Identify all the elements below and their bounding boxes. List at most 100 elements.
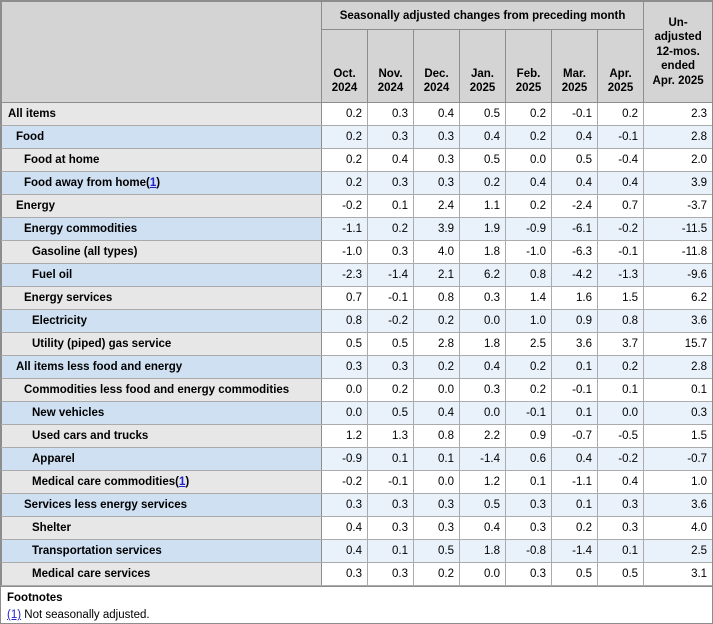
value-cell: 1.2 [459, 470, 506, 494]
yearly-value-cell: 2.3 [643, 102, 712, 126]
footnote-link[interactable]: (1) [7, 609, 22, 621]
row-label: Commodities less food and energy commodi… [1, 378, 322, 402]
value-cell: 0.2 [505, 125, 552, 149]
value-cell: 0.4 [413, 401, 460, 425]
table-row: Transportation services 0.4 0.1 0.5 1.8 -0.8-… [1, 539, 712, 563]
value-cell: 0.0 [413, 470, 460, 494]
yearly-value-cell: -11.5 [643, 217, 712, 241]
value-cell: -0.1 [551, 102, 598, 126]
month-column-header: Jan. 2025 [459, 29, 506, 103]
value-cell: 3.9 [413, 217, 460, 241]
value-cell: 1.3 [367, 424, 414, 448]
value-cell: 0.3 [321, 355, 368, 379]
value-cell: 0.2 [321, 102, 368, 126]
value-cell: 0.2 [321, 171, 368, 195]
value-cell: 0.1 [596, 539, 645, 563]
yearly-value-cell: 1.0 [643, 470, 712, 494]
row-label: Used cars and trucks [1, 424, 322, 448]
value-cell: 0.1 [367, 194, 414, 218]
yearly-value-cell: -3.7 [643, 194, 712, 218]
value-cell: 0.3 [505, 562, 552, 586]
footnote-items: (1) Not seasonally adjusted. [7, 607, 706, 623]
month-column-header: Nov. 2024 [367, 29, 414, 103]
footnote-link[interactable]: 1 [149, 177, 157, 189]
table-header: Seasonally adjusted changes from precedi… [1, 1, 712, 103]
yearly-value-cell: -11.8 [643, 240, 712, 264]
table-row: Services less energy services 0.3 0.3 0.3 0.… [1, 493, 712, 517]
row-label: Energy commodities [1, 217, 322, 241]
value-cell: 0.0 [596, 401, 645, 425]
value-cell: 0.2 [505, 378, 552, 402]
value-cell: 0.3 [367, 516, 414, 540]
value-cell: 0.3 [367, 355, 414, 379]
value-cell: 0.4 [551, 447, 598, 471]
row-label: Apparel [1, 447, 322, 471]
value-cell: 0.4 [459, 125, 506, 149]
row-label: Electricity [1, 309, 322, 333]
table-row: Energy commodities -1.1 0.2 3.9 1.9 -0.9 -6.1-… [1, 217, 712, 241]
yearly-value-cell: 2.8 [643, 125, 712, 149]
value-cell: -0.9 [505, 217, 552, 241]
value-cell: 0.2 [413, 355, 460, 379]
yearly-value-cell: 2.8 [643, 355, 712, 379]
value-cell: 0.3 [367, 493, 414, 517]
value-cell: 0.1 [505, 470, 552, 494]
row-label: Shelter [1, 516, 322, 540]
value-cell: -4.2 [551, 263, 598, 287]
value-cell: 0.1 [551, 493, 598, 517]
table-body: All items 0.2 0.3 0.4 0.5 0.2 -0.1 0.2 2.3 Food 0.… [1, 102, 712, 586]
table-row: Energy services 0.7 -0.1 0.8 0.3 1.4 1.6 1.5 6.2 [1, 286, 712, 310]
footnote-link[interactable]: 1 [179, 476, 186, 488]
value-cell: 0.4 [596, 171, 645, 195]
value-cell: 0.0 [321, 401, 368, 425]
value-cell: -2.3 [321, 263, 368, 287]
value-cell: 2.5 [505, 332, 552, 356]
row-label: Medical care commodities(1) [1, 470, 322, 494]
value-cell: -0.1 [596, 240, 645, 264]
value-cell: 0.2 [321, 148, 368, 172]
yearly-value-cell: -0.7 [643, 447, 712, 471]
value-cell: -0.2 [596, 217, 645, 241]
value-cell: 0.1 [551, 401, 598, 425]
value-cell: 1.9 [459, 217, 506, 241]
value-cell: 2.8 [413, 332, 460, 356]
table-row: All items 0.2 0.3 0.4 0.5 0.2 -0.1 0.2 2.3 [1, 102, 712, 126]
cpi-data-table: Seasonally adjusted changes from precedi… [1, 1, 712, 586]
table-row: Used cars and trucks 1.2 1.3 0.8 2.2 0.9 -0.7-… [1, 424, 712, 448]
table-row: Food away from home(1) 0.2 0.3 0.3 0.2 0.4 0.4… [1, 171, 712, 195]
value-cell: 0.1 [413, 447, 460, 471]
value-cell: 0.3 [459, 286, 506, 310]
value-cell: -1.1 [551, 470, 598, 494]
value-cell: 0.4 [367, 148, 414, 172]
table-row: Electricity 0.8 -0.2 0.2 0.0 1.0 0.9 0.8 3.6 [1, 309, 712, 333]
value-cell: 0.2 [413, 562, 460, 586]
value-cell: 0.3 [413, 125, 460, 149]
value-cell: 0.4 [413, 102, 460, 126]
value-cell: 0.5 [367, 332, 414, 356]
value-cell: -0.5 [596, 424, 645, 448]
value-cell: 0.5 [551, 148, 598, 172]
value-cell: 3.7 [596, 332, 645, 356]
table-row: All items less food and energy 0.3 0.3 0.2 0… [1, 355, 712, 379]
value-cell: 0.0 [413, 378, 460, 402]
value-cell: -0.8 [505, 539, 552, 563]
value-cell: 0.4 [459, 355, 506, 379]
yearly-value-cell: 4.0 [643, 516, 712, 540]
table-row: Medical care commodities(1) -0.2 -0.1 0.0 1.… [1, 470, 712, 494]
month-column-header: Oct. 2024 [321, 29, 368, 103]
month-column-header: Apr. 2025 [596, 29, 645, 103]
row-label: Medical care services [1, 562, 322, 586]
value-cell: 1.5 [596, 286, 645, 310]
value-cell: 1.8 [459, 332, 506, 356]
row-label: All items [1, 102, 322, 126]
value-cell: 0.6 [505, 447, 552, 471]
seasonally-adjusted-span-header: Seasonally adjusted changes from precedi… [320, 1, 645, 30]
value-cell: 0.3 [321, 562, 368, 586]
yearly-value-cell: 0.3 [643, 401, 712, 425]
yearly-value-cell: 3.6 [643, 309, 712, 333]
table-row: Gasoline (all types) -1.0 0.3 4.0 1.8 -1.0 -6.… [1, 240, 712, 264]
value-cell: -1.0 [321, 240, 368, 264]
value-cell: -0.1 [367, 286, 414, 310]
yearly-value-cell: 3.1 [643, 562, 712, 586]
table-row: Fuel oil -2.3 -1.4 2.1 6.2 0.8 -4.2 -1.3 -9.6 [1, 263, 712, 287]
